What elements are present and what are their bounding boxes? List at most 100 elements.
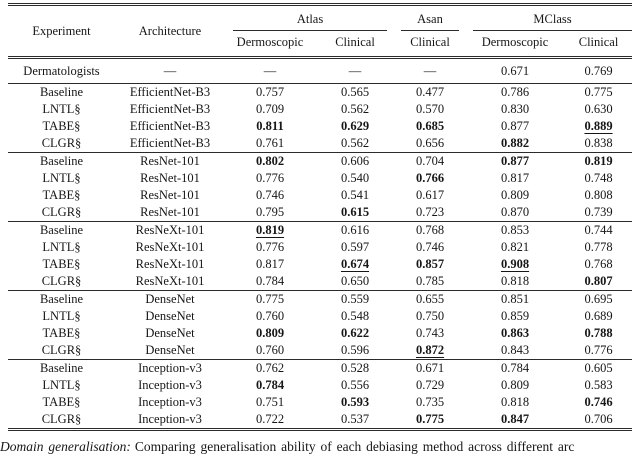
architecture-cell: ResNet-101: [140, 171, 200, 185]
value-cell: 0.870: [500, 205, 530, 219]
value-cell: 0.709: [255, 102, 285, 116]
value-cell: 0.537: [340, 412, 370, 426]
experiment-cell: CLGR§: [41, 274, 82, 288]
value-cell: 0.735: [415, 395, 445, 409]
table-row: LNTL§ ResNet-101 0.776 0.540 0.766 0.817 0.748: [8, 170, 632, 187]
table-header: Experiment Architecture Atlas Asan MClas…: [8, 5, 633, 58]
value-cell: 0.760: [255, 309, 285, 323]
value-cell: 0.809: [500, 378, 530, 392]
value-cell: 0.477: [415, 85, 445, 99]
table-row: LNTL§ Inception-v3 0.784 0.556 0.729 0.809 0.5…: [8, 377, 632, 394]
mclass-group-label: MClass: [533, 12, 572, 26]
value-cell: 0.583: [584, 378, 613, 392]
value-cell: —: [263, 64, 277, 78]
header-subcolumn-row: Dermoscopic Clinical Clinical Dermoscopi…: [8, 31, 632, 58]
value-cell: 0.605: [584, 361, 613, 375]
value-cell: 0.617: [415, 188, 445, 202]
column-header-mclass-dermoscopic: Dermoscopic: [481, 35, 549, 49]
experiment-cell: Baseline: [39, 292, 84, 306]
column-header-architecture: Architecture: [138, 23, 202, 38]
architecture-cell: ResNet-101: [140, 154, 200, 168]
architecture-cell: EfficientNet-B3: [129, 102, 211, 116]
table-row: CLGR§ EfficientNet-B3 0.761 0.562 0.656 0.882…: [8, 135, 632, 153]
table-row: Baseline DenseNet 0.775 0.559 0.655 0.851 0.69…: [8, 291, 632, 309]
value-cell: 0.776: [255, 240, 285, 254]
column-header-experiment: Experiment: [32, 23, 91, 38]
value-cell: 0.838: [584, 136, 613, 150]
value-cell: 0.830: [500, 102, 530, 116]
value-cell: 0.786: [500, 85, 530, 99]
table-row: CLGR§ Inception-v3 0.722 0.537 0.775 0.847 0.7…: [8, 411, 632, 430]
value-cell: 0.802: [255, 154, 285, 168]
value-cell: 0.559: [340, 292, 370, 306]
value-cell: 0.877: [500, 154, 530, 168]
value-cell: 0.818: [500, 274, 530, 288]
column-group-asan: Asan: [395, 5, 465, 31]
experiment-cell: LNTL§: [42, 309, 81, 323]
table-row: Baseline EfficientNet-B3 0.757 0.565 0.477 0.…: [8, 84, 632, 102]
architecture-cell: ResNeXt-101: [135, 240, 205, 254]
architecture-cell: EfficientNet-B3: [129, 119, 211, 133]
table-row: LNTL§ ResNeXt-101 0.776 0.597 0.746 0.821 0.77…: [8, 239, 632, 256]
value-cell: 0.811: [256, 119, 284, 133]
value-cell: 0.751: [255, 395, 285, 409]
table-row: TABE§ ResNet-101 0.746 0.541 0.617 0.809 0.808: [8, 187, 632, 204]
value-cell: 0.723: [415, 205, 445, 219]
value-cell: 0.562: [340, 136, 370, 150]
architecture-cell: EfficientNet-B3: [129, 85, 211, 99]
value-cell: 0.818: [500, 395, 530, 409]
table-row: Baseline Inception-v3 0.762 0.528 0.671 0.784…: [8, 360, 632, 378]
value-cell: 0.616: [340, 223, 370, 237]
value-cell: 0.908: [500, 257, 530, 271]
value-cell: 0.863: [500, 326, 530, 340]
caption-text: Comparing generalisation ability of each…: [134, 439, 575, 454]
value-cell: 0.674: [340, 257, 370, 271]
value-cell: 0.843: [500, 343, 530, 357]
value-cell: 0.795: [255, 205, 285, 219]
value-cell: 0.744: [584, 223, 613, 237]
value-cell: 0.768: [584, 257, 613, 271]
architecture-cell: Inception-v3: [138, 378, 202, 392]
table-caption: Domain generalisation: Comparing generali…: [0, 438, 640, 455]
value-cell: 0.685: [415, 119, 445, 133]
column-group-atlas: Atlas: [225, 5, 395, 31]
value-cell: 0.629: [340, 119, 370, 133]
architecture-group-section: Baseline EfficientNet-B3 0.757 0.565 0.477 0.…: [8, 83, 633, 153]
atlas-group-label: Atlas: [296, 12, 324, 26]
mclass-group-rule: MClass: [473, 6, 633, 31]
value-cell: 0.784: [255, 378, 285, 392]
experiment-cell: Baseline: [39, 361, 84, 375]
table-row: Baseline ResNeXt-101 0.819 0.616 0.768 0.853 0…: [8, 222, 632, 240]
experiment-cell: TABE§: [42, 188, 81, 202]
value-cell: 0.650: [340, 274, 370, 288]
value-cell: 0.760: [255, 343, 285, 357]
value-cell: 0.766: [415, 171, 445, 185]
value-cell: 0.821: [500, 240, 530, 254]
results-table: Experiment Architecture Atlas Asan MClas…: [8, 3, 633, 431]
architecture-cell: ResNet-101: [140, 188, 200, 202]
value-cell: 0.785: [415, 274, 445, 288]
experiment-cell: CLGR§: [41, 136, 82, 150]
value-cell: 0.809: [255, 326, 285, 340]
architecture-cell: Inception-v3: [138, 412, 202, 426]
column-header-asan-clinical: Clinical: [410, 35, 450, 49]
value-cell: 0.872: [415, 343, 445, 357]
value-cell: 0.743: [415, 326, 445, 340]
value-cell: 0.722: [255, 412, 285, 426]
value-cell: 0.689: [584, 309, 613, 323]
architecture-cell: DenseNet: [145, 326, 195, 340]
value-cell: 0.540: [340, 171, 370, 185]
value-cell: 0.597: [340, 240, 370, 254]
architecture-cell: ResNeXt-101: [135, 223, 205, 237]
value-cell: 0.847: [500, 412, 530, 426]
value-cell: 0.671: [500, 64, 530, 78]
value-cell: 0.630: [584, 102, 613, 116]
value-cell: 0.548: [340, 309, 370, 323]
value-cell: 0.768: [415, 223, 445, 237]
value-cell: 0.748: [584, 171, 613, 185]
value-cell: 0.596: [340, 343, 370, 357]
dermatologists-section: Dermatologists — — — — 0.671 0.769: [8, 58, 632, 84]
value-cell: 0.570: [415, 102, 445, 116]
value-cell: 0.819: [584, 154, 613, 168]
value-cell: 0.788: [584, 326, 613, 340]
